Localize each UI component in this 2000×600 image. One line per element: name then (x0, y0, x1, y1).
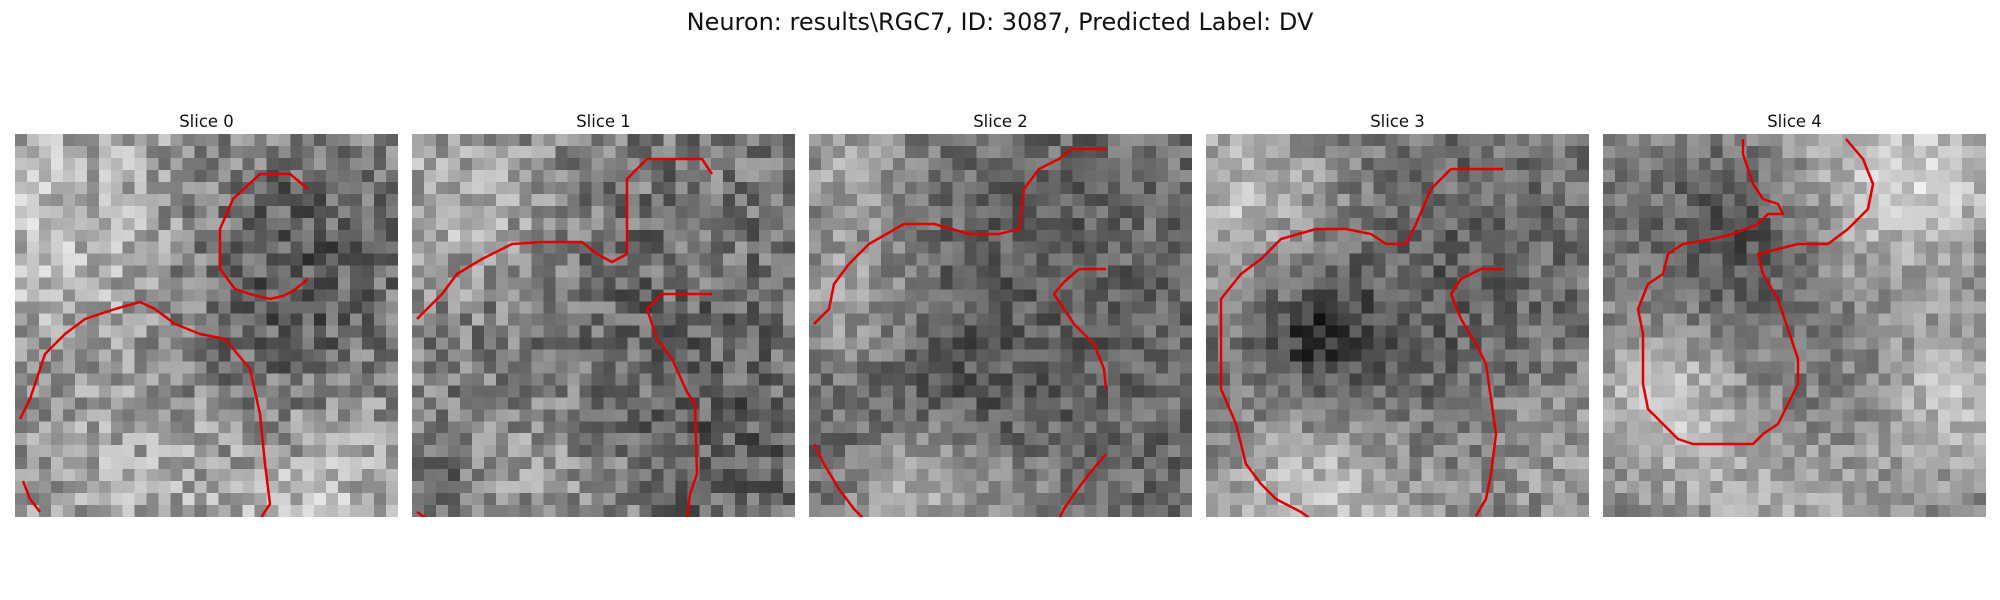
contour-line (812, 443, 864, 517)
slice-image (1603, 134, 1986, 517)
contour-line (21, 480, 41, 513)
contour-line (645, 292, 712, 517)
pixel-grid (1603, 134, 1986, 517)
slice-image (412, 134, 795, 517)
contour-line (1636, 138, 1875, 446)
slice-panel-3: Slice 3 (1206, 112, 1589, 517)
slice-panel-0: Slice 0 (15, 112, 398, 517)
slice-image (809, 134, 1192, 517)
slice-panel-1: Slice 1 (412, 112, 795, 517)
contour-line (218, 172, 309, 301)
contour-line (1449, 267, 1503, 517)
slice-image (1206, 134, 1589, 517)
contour-line (1058, 453, 1107, 517)
contour-line (1052, 267, 1108, 390)
figure-title: Neuron: results\RGC7, ID: 3087, Predicte… (686, 8, 1314, 36)
pixel-grid (1206, 134, 1589, 517)
slice-panel-4: Slice 4 (1603, 112, 1986, 517)
pixel-grid (412, 134, 795, 517)
contour-line (813, 147, 1106, 325)
slice-title: Slice 2 (973, 112, 1028, 131)
contour-line (416, 510, 427, 517)
pixel-grid (15, 134, 398, 517)
slice-title: Slice 3 (1370, 112, 1425, 131)
contour-line (18, 300, 272, 517)
slice-panel-2: Slice 2 (809, 112, 1192, 517)
contour-line (1219, 167, 1503, 517)
contour-line (416, 157, 714, 320)
slice-image (15, 134, 398, 517)
pixel-grid (809, 134, 1192, 517)
slice-title: Slice 0 (179, 112, 234, 131)
slice-title: Slice 1 (576, 112, 631, 131)
slice-title: Slice 4 (1767, 112, 1822, 131)
